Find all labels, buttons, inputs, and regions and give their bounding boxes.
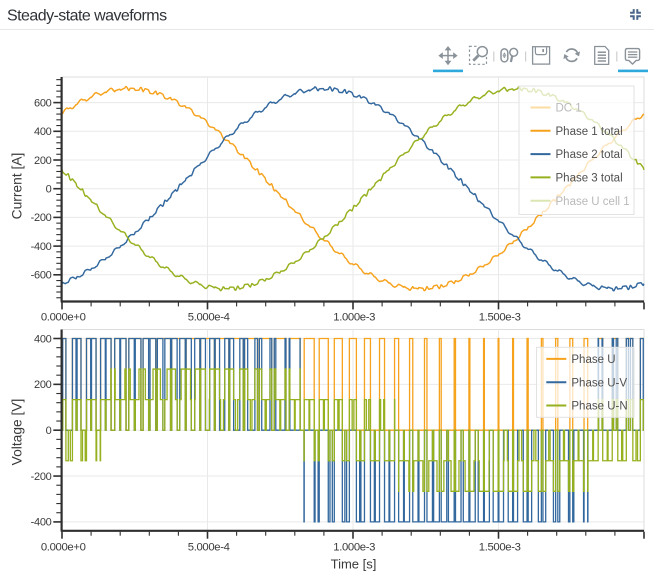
svg-text:1.000e-3: 1.000e-3 <box>333 311 375 323</box>
svg-text:1.000e-3: 1.000e-3 <box>333 541 375 553</box>
svg-text:5.000e-4: 5.000e-4 <box>188 541 230 553</box>
svg-text:DC 1: DC 1 <box>556 103 582 115</box>
svg-text:0.000e+0: 0.000e+0 <box>41 541 86 553</box>
svg-text:400: 400 <box>34 126 52 138</box>
svg-text:-200: -200 <box>31 471 52 483</box>
svg-text:Phase U cell 1: Phase U cell 1 <box>556 196 630 208</box>
svg-text:Phase U: Phase U <box>571 354 615 366</box>
svg-text:0.000e+0: 0.000e+0 <box>41 311 86 323</box>
svg-text:Steady-state waveforms: Steady-state waveforms <box>7 8 167 25</box>
svg-text:1.500e-3: 1.500e-3 <box>479 541 521 553</box>
svg-text:-400: -400 <box>31 241 52 253</box>
svg-text:Phase 1 total: Phase 1 total <box>556 126 623 138</box>
svg-text:0: 0 <box>46 184 52 196</box>
svg-text:Time [s]: Time [s] <box>331 557 377 572</box>
svg-text:5.000e-4: 5.000e-4 <box>188 311 230 323</box>
svg-text:Current [A]: Current [A] <box>10 153 25 220</box>
svg-text:600: 600 <box>34 97 52 109</box>
svg-text:Phase U-V: Phase U-V <box>571 377 627 389</box>
svg-text:-400: -400 <box>31 517 52 529</box>
svg-text:-600: -600 <box>31 270 52 282</box>
svg-text:0: 0 <box>46 425 52 437</box>
svg-text:400: 400 <box>34 333 52 345</box>
svg-text:Phase 2 total: Phase 2 total <box>556 149 623 161</box>
svg-text:200: 200 <box>34 379 52 391</box>
svg-text:-200: -200 <box>31 212 52 224</box>
svg-text:Phase U-N: Phase U-N <box>571 401 627 413</box>
svg-text:200: 200 <box>34 155 52 167</box>
svg-text:Phase 3 total: Phase 3 total <box>556 173 623 185</box>
svg-text:Voltage [V]: Voltage [V] <box>10 399 25 466</box>
svg-text:1.500e-3: 1.500e-3 <box>479 311 521 323</box>
